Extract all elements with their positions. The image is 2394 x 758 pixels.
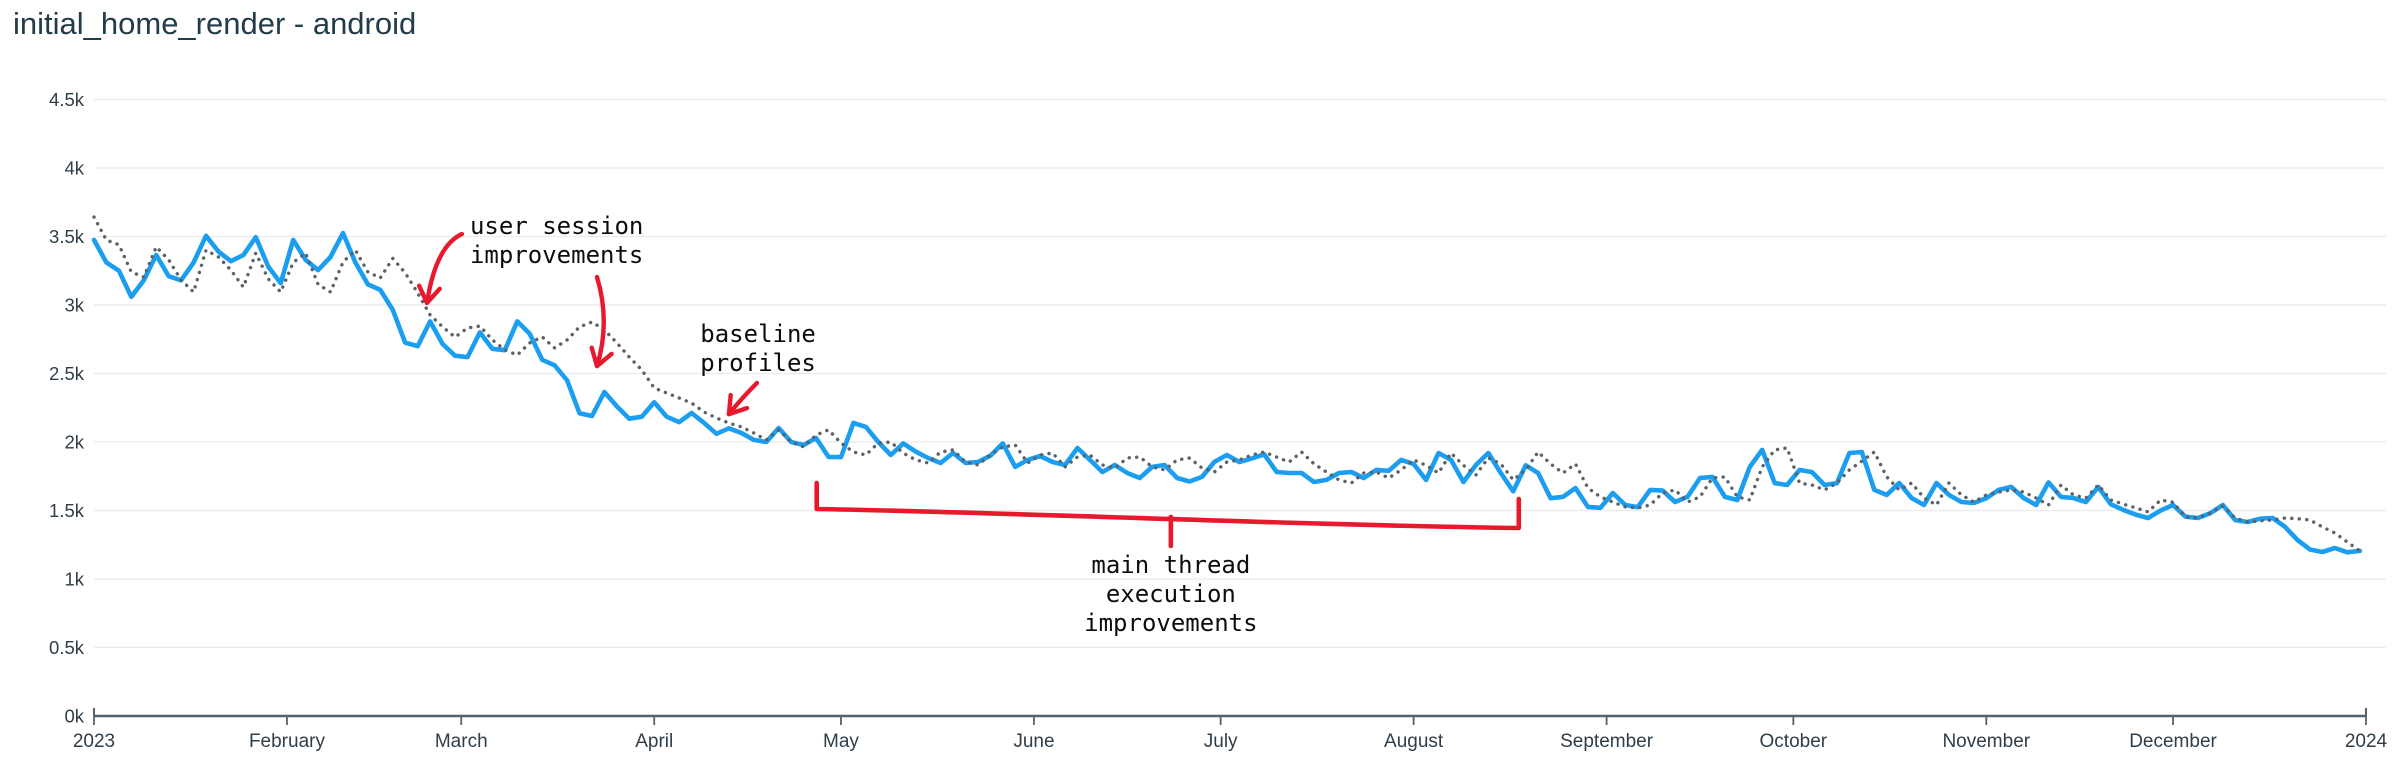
x-axis-tick-label: August	[1384, 731, 1444, 752]
x-axis-tick-label: July	[1204, 731, 1238, 752]
y-axis-labels: 0k 0.5k 1k 1.5k 2k 2.5k 3k 3.5k 4k 4.5k	[49, 89, 85, 726]
y-axis-tick-label: 2k	[64, 431, 84, 452]
y-axis-tick-label: 4k	[64, 157, 84, 178]
series-current-line[interactable]	[91, 230, 2363, 555]
y-axis-tick-label: 4.5k	[49, 89, 85, 110]
y-axis-tick-label: 1.5k	[49, 500, 85, 521]
gridlines	[94, 98, 2386, 649]
y-axis-tick-label: 0.5k	[49, 637, 85, 658]
x-axis-tick-label: December	[2129, 731, 2217, 752]
x-axis-tick-label: May	[823, 731, 859, 752]
y-axis-tick-label: 2.5k	[49, 363, 85, 384]
y-axis-tick-label: 3k	[64, 294, 84, 315]
annotation-arrowhead	[589, 345, 614, 369]
x-axis-tick-label: February	[249, 731, 326, 752]
annotation-arrowhead	[726, 392, 750, 417]
annotation-label: baseline	[700, 320, 816, 348]
annotation-label: improvements	[1084, 609, 1257, 637]
y-axis-tick-label: 3.5k	[49, 226, 85, 247]
y-axis-tick-label: 1k	[64, 568, 84, 589]
annotation-label: profiles	[700, 349, 816, 377]
annotation-label: user session	[470, 212, 643, 240]
x-axis-tick-label: 2023	[73, 731, 115, 752]
x-axis-tick-label: 2024	[2345, 731, 2388, 752]
x-axis-tick-label: June	[1013, 731, 1054, 752]
annotation-bracket	[814, 480, 1522, 531]
x-axis: 2023 February March April May June July August S…	[73, 708, 2388, 752]
x-axis-tick-label: March	[435, 731, 488, 752]
annotation-label: execution	[1106, 580, 1236, 608]
x-axis-tick-label: November	[1942, 731, 2030, 752]
annotation-arrow	[594, 274, 606, 369]
annotation-label: improvements	[470, 241, 643, 269]
annotation-arrow	[424, 231, 465, 306]
annotation-arrowhead	[416, 283, 442, 306]
annotation-label: main thread	[1091, 551, 1250, 579]
x-axis-tick-label: April	[635, 731, 673, 752]
x-axis-tick-label: October	[1760, 731, 1828, 752]
page-title: initial_home_render - android	[13, 6, 417, 41]
y-axis-tick-label: 0k	[64, 705, 84, 726]
series-comparison-line[interactable]	[92, 215, 2362, 553]
x-axis-tick-label: September	[1560, 731, 1654, 752]
